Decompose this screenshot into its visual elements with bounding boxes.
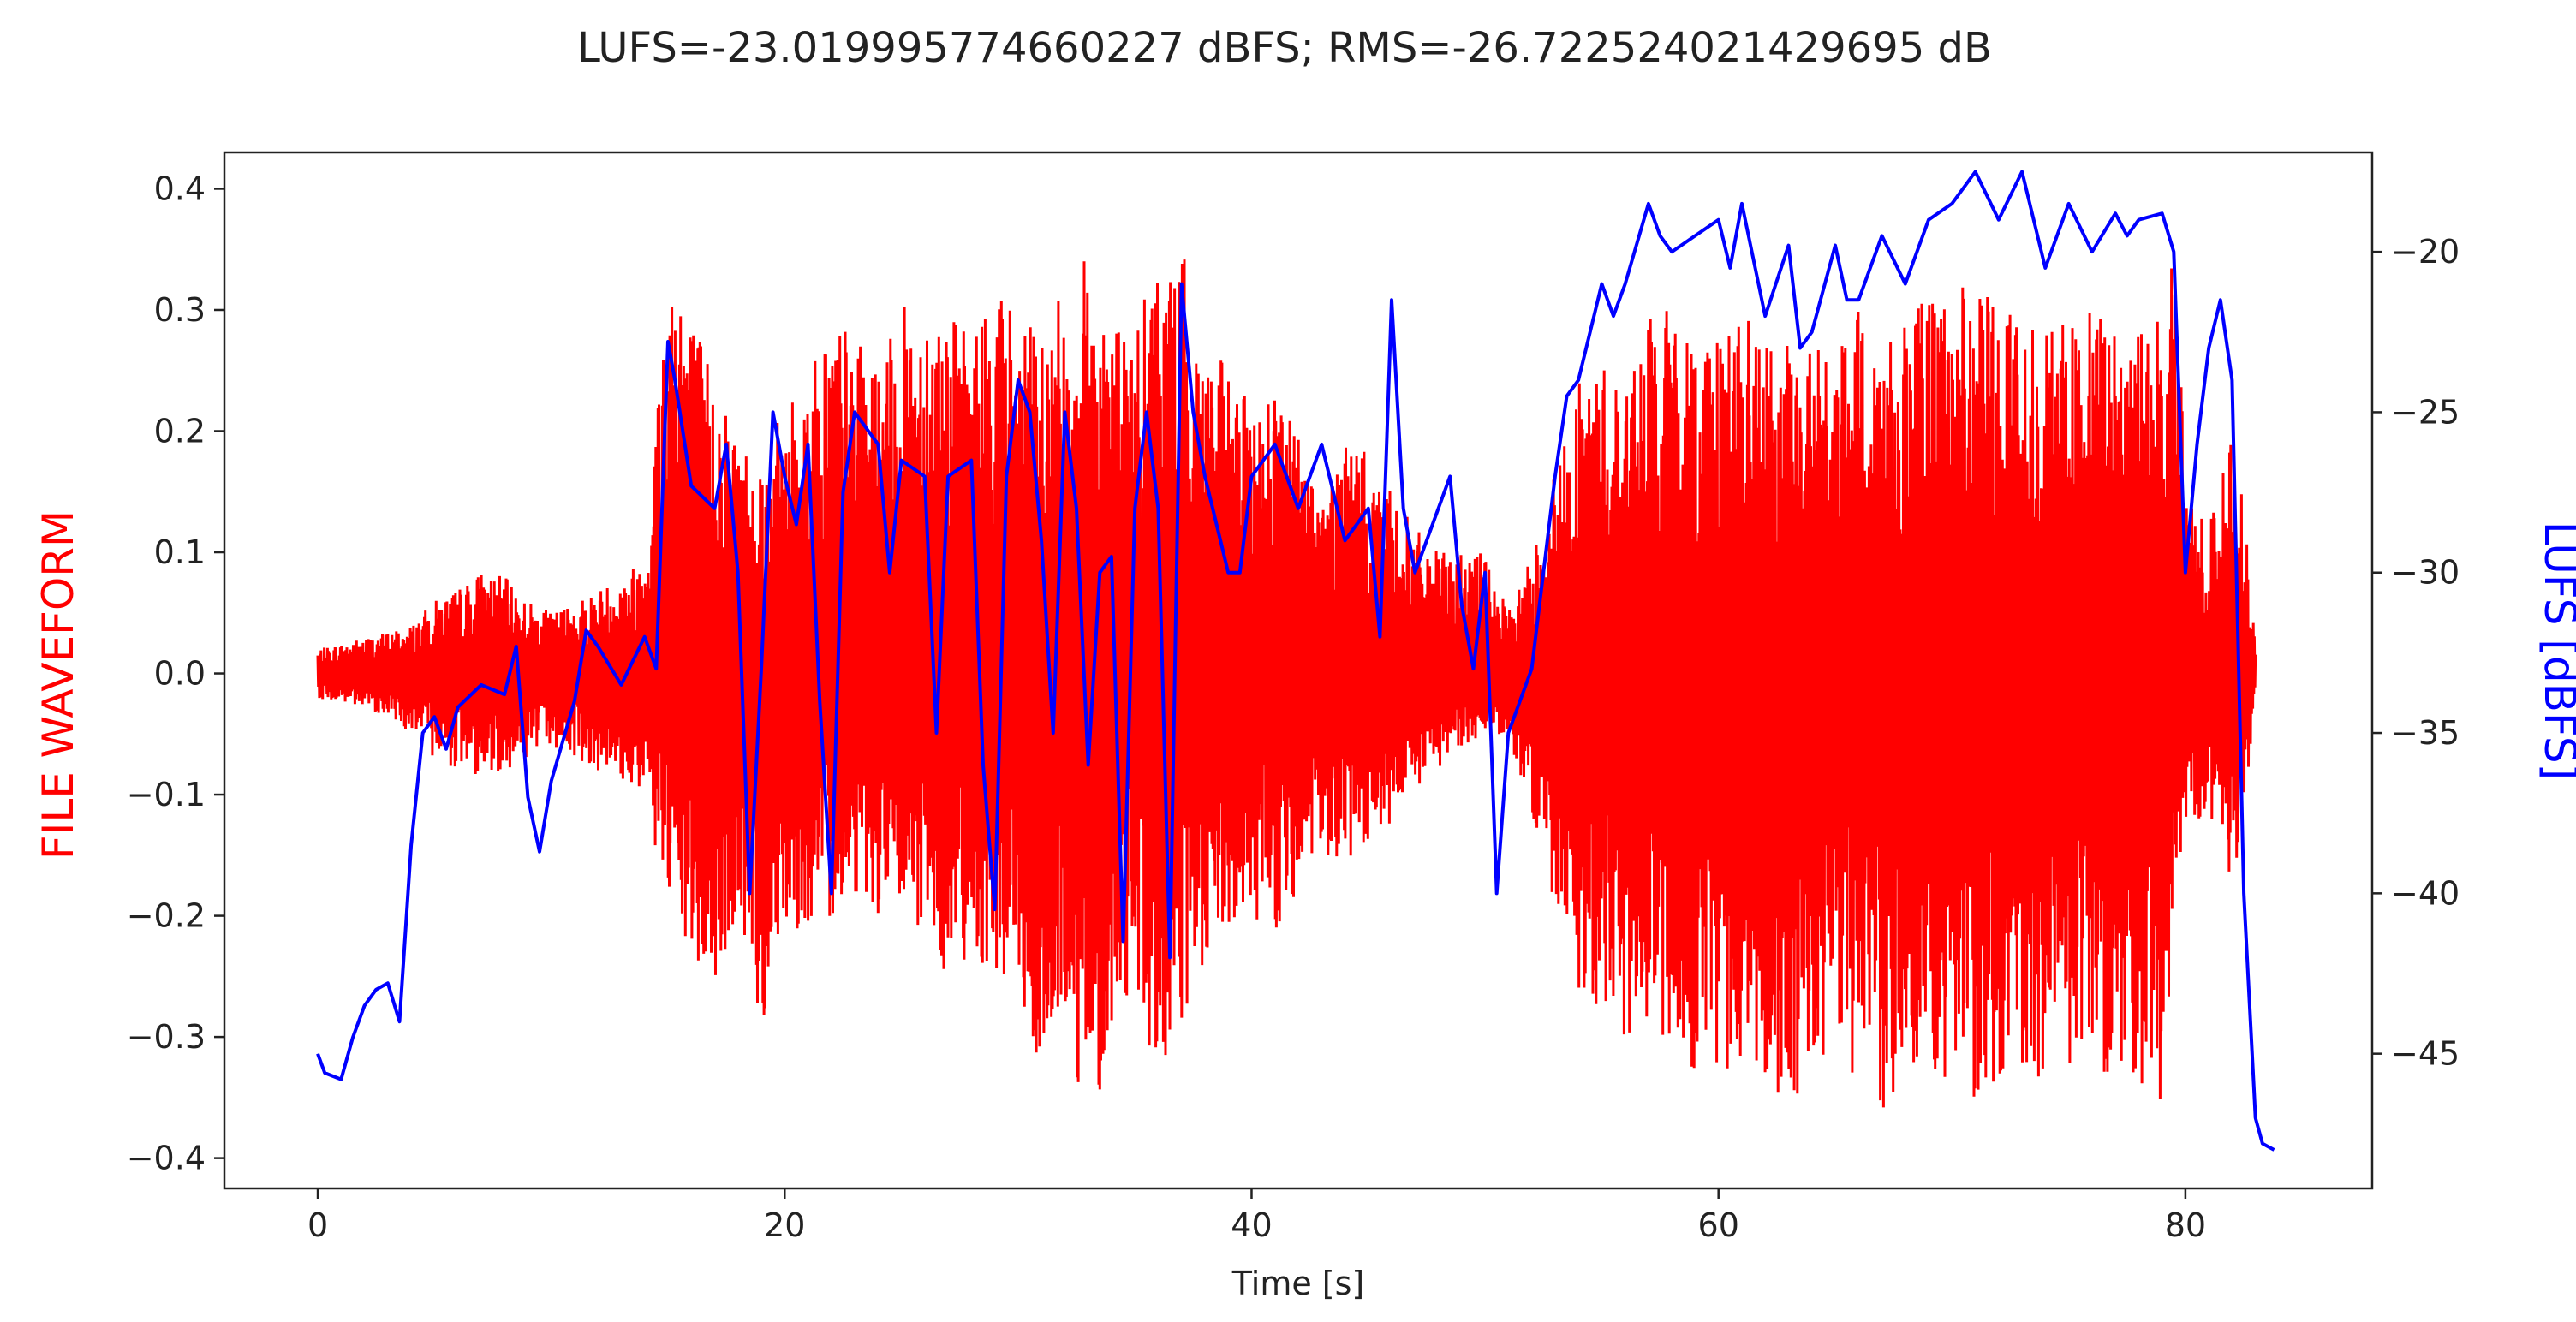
lufs-series [316, 170, 2275, 1152]
x-tick-label: 60 [1698, 1206, 1739, 1244]
y-left-tick-label: −0.3 [127, 1018, 206, 1056]
waveform-line [316, 259, 2257, 1108]
y-left-tick-label: 0.3 [154, 291, 206, 329]
x-axis: 0 20 40 60 80 [307, 1188, 2206, 1244]
y-right-tick-label: −45 [2391, 1035, 2460, 1073]
x-axis-label: Time [s] [1231, 1265, 1365, 1302]
y-left-tick-label: −0.1 [127, 776, 206, 813]
y-right-tick-label: −40 [2391, 874, 2460, 912]
x-tick-label: 0 [307, 1206, 328, 1244]
left-y-axis-label: FILE WAVEFORM [33, 510, 83, 860]
y-left-tick-label: 0.4 [154, 170, 206, 207]
lufs-line [316, 170, 2275, 1152]
waveform-series [316, 259, 2257, 1108]
chart-title: LUFS=-23.019995774660227 dBFS; RMS=-26.7… [577, 24, 1992, 72]
right-y-axis: −20 −25 −30 −35 −40 −45 [2372, 233, 2460, 1073]
y-left-tick-label: 0.1 [154, 533, 206, 571]
y-right-tick-label: −35 [2391, 714, 2460, 752]
y-left-tick-label: 0.2 [154, 412, 206, 450]
y-left-tick-label: −0.4 [127, 1140, 206, 1177]
y-right-tick-label: −30 [2391, 554, 2460, 592]
left-y-axis: 0.4 0.3 0.2 0.1 0.0 −0.1 −0.2 −0.3 −0.4 [127, 170, 224, 1177]
right-y-axis-label: LUFS [dBFS] [2535, 521, 2576, 780]
y-left-tick-label: 0.0 [154, 655, 206, 693]
x-tick-label: 40 [1231, 1206, 1272, 1244]
y-right-tick-label: −20 [2391, 233, 2460, 271]
y-left-tick-label: −0.2 [127, 897, 206, 935]
x-tick-label: 80 [2165, 1206, 2206, 1244]
plot-frame [223, 151, 2374, 1190]
x-tick-label: 20 [764, 1206, 805, 1244]
y-right-tick-label: −25 [2391, 393, 2460, 431]
